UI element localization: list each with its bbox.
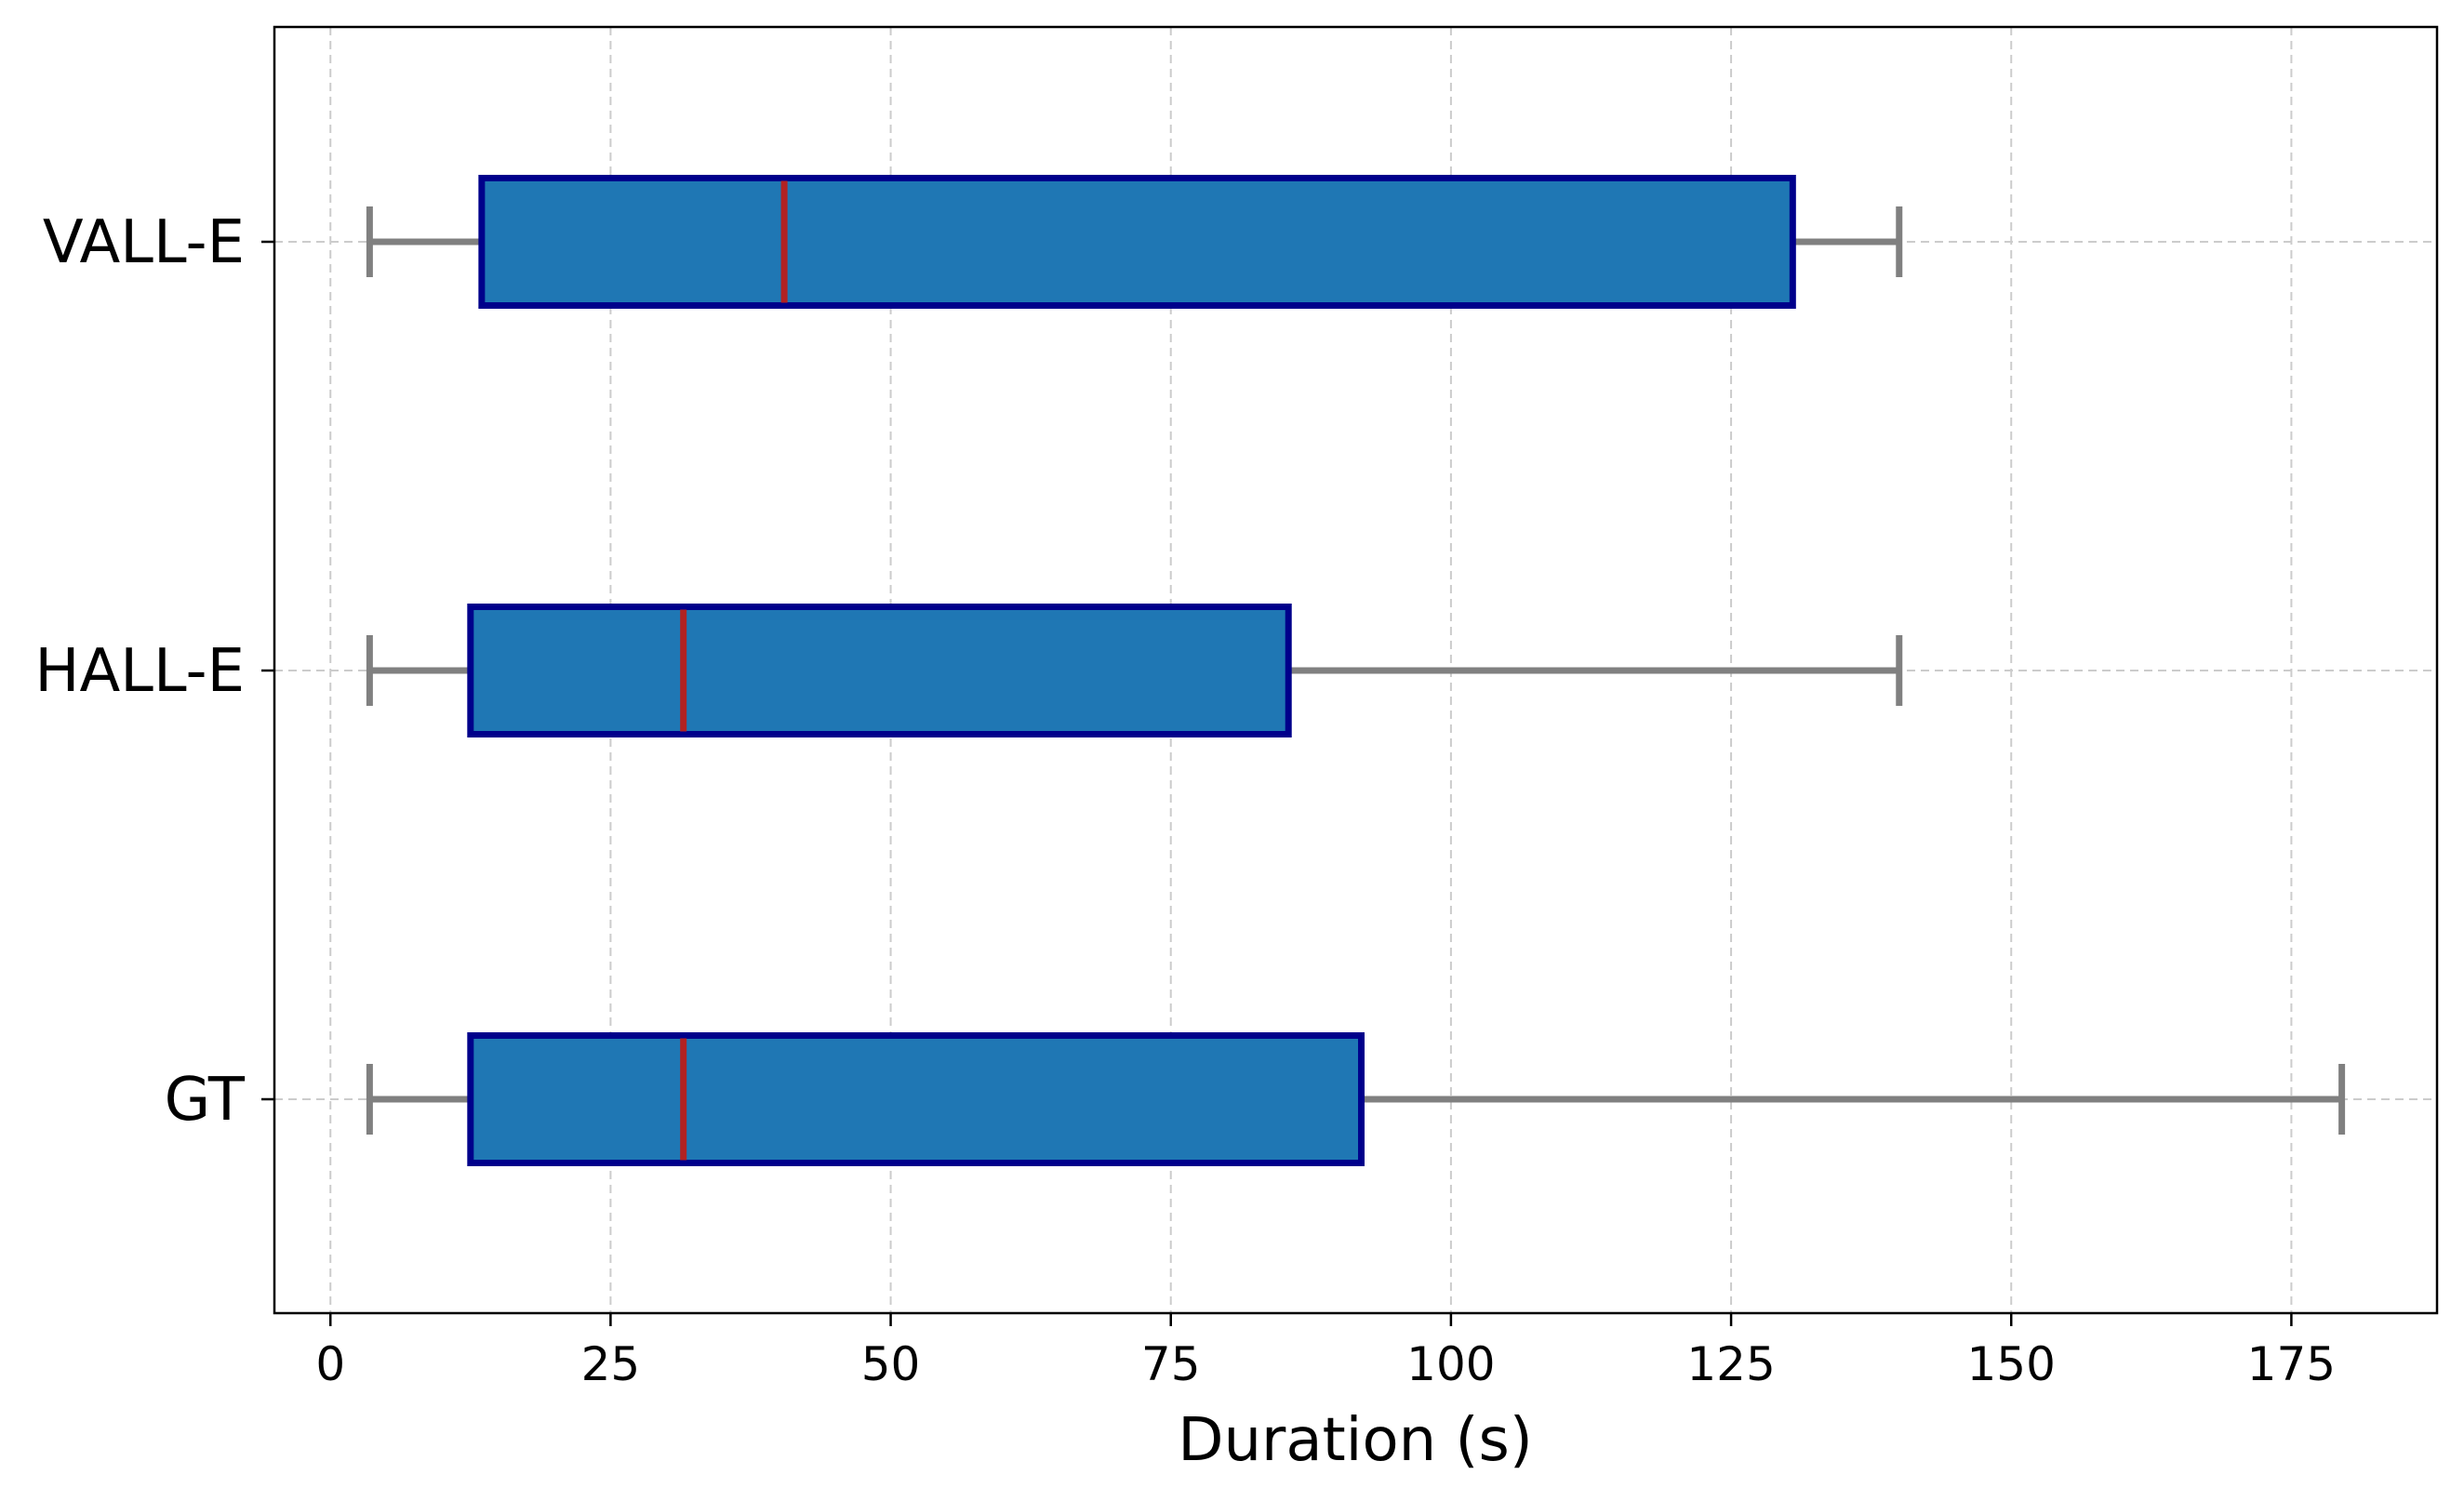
- x-axis-label: Duration (s): [1178, 1406, 1533, 1475]
- x-tick-label: 0: [315, 1337, 345, 1391]
- x-tick-label: 100: [1406, 1337, 1495, 1391]
- y-tick-label: GT: [165, 1066, 246, 1135]
- iqr-box: [467, 604, 1292, 737]
- y-tick-label: VALL-E: [43, 208, 245, 277]
- x-tick-label: 50: [861, 1337, 921, 1391]
- box-layer: [366, 175, 2346, 1166]
- iqr-box: [467, 1032, 1365, 1166]
- boxplot-hall-e: [366, 604, 1903, 737]
- y-tick-label: HALL-E: [34, 637, 245, 706]
- x-tick-label: 175: [2247, 1337, 2336, 1391]
- boxplot-gt: [366, 1032, 2346, 1166]
- x-tick-label: 125: [1686, 1337, 1775, 1391]
- x-tick-label: 75: [1141, 1337, 1201, 1391]
- x-tick-label: 25: [581, 1337, 641, 1391]
- tick-layer: 0 25 50 75 100 125 150 175 GT HALL-E VALL-E: [34, 208, 2336, 1391]
- x-tick-label: 150: [1967, 1337, 2056, 1391]
- iqr-box: [478, 175, 1796, 309]
- boxplot-vall-e: [366, 175, 1903, 309]
